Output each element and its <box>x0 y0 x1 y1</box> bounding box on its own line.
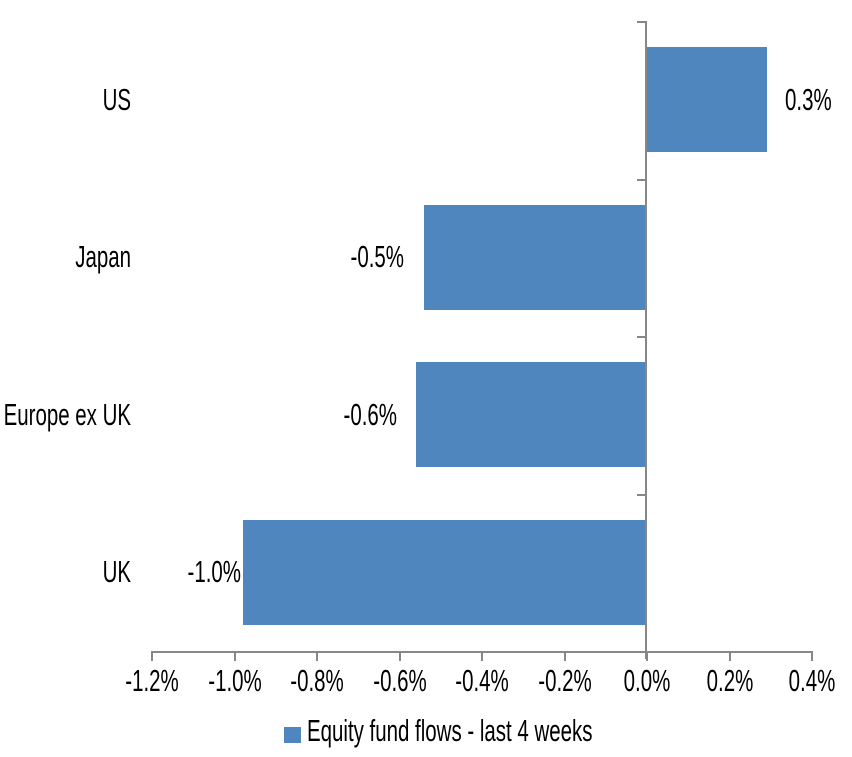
zero-axis-tick-3 <box>637 493 645 496</box>
x-axis-tick-1 <box>233 651 236 661</box>
zero-axis-tick-1 <box>637 178 645 181</box>
x-axis-tick-6 <box>646 651 648 661</box>
x-tick-label-7: 0.2% <box>706 663 753 698</box>
zero-axis-tick-0 <box>637 21 645 23</box>
zero-axis-line <box>645 21 647 659</box>
bar-uk <box>242 519 647 625</box>
x-tick-label-0: -1.2% <box>125 663 179 698</box>
bar-japan <box>424 204 647 310</box>
category-label-europe-ex-uk: Europe ex UK <box>3 396 131 432</box>
x-axis-tick-2 <box>316 651 318 661</box>
x-axis-tick-4 <box>481 651 483 661</box>
x-axis-tick-8 <box>811 651 813 661</box>
value-label-uk: -1.0% <box>187 554 241 590</box>
x-axis-tick-5 <box>563 651 566 661</box>
x-tick-label-4: -0.4% <box>455 663 509 698</box>
x-tick-label-5: -0.2% <box>537 663 592 698</box>
x-tick-label-6: 0.0% <box>623 663 671 698</box>
legend-label: Equity fund flows - last 4 weeks <box>307 713 593 748</box>
value-label-japan: -0.5% <box>350 239 405 275</box>
x-tick-label-1: -1.0% <box>207 663 262 698</box>
category-label-uk: UK <box>102 554 131 590</box>
category-label-japan: Japan <box>75 239 131 275</box>
x-tick-label-2: -0.8% <box>290 663 344 698</box>
x-axis-tick-0 <box>151 651 153 661</box>
value-label-europe-ex-uk: -0.6% <box>343 396 397 432</box>
legend-color-swatch <box>284 727 301 743</box>
x-tick-label-8: 0.4% <box>788 663 836 698</box>
x-tick-label-3: -0.6% <box>372 663 427 698</box>
x-axis-tick-3 <box>398 651 401 661</box>
x-axis-tick-7 <box>728 651 731 661</box>
category-label-us: US <box>102 81 131 117</box>
value-label-us: 0.3% <box>784 81 832 117</box>
zero-axis-tick-2 <box>637 336 645 338</box>
bar-us <box>647 47 767 153</box>
bar-europe-ex-uk <box>416 362 647 468</box>
